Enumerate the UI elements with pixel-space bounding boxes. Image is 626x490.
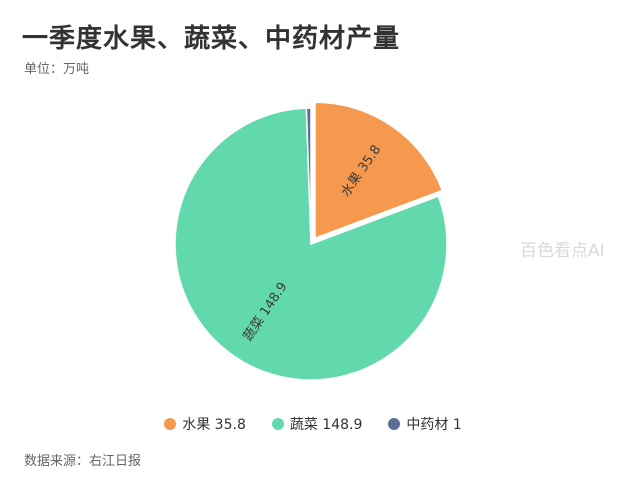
legend-item-vegetable[interactable]: 蔬菜 148.9	[271, 414, 363, 434]
legend-item-fruit[interactable]: 水果 35.8	[164, 414, 246, 434]
legend-swatch-fruit	[164, 418, 177, 430]
chart-title: 一季度水果、蔬菜、中药材产量	[22, 24, 401, 54]
legend-item-herb[interactable]: 中药材 1	[388, 414, 462, 434]
legend-swatch-herb	[388, 418, 401, 430]
pie-slice-herb[interactable]	[305, 107, 312, 245]
pie-slice-fruit[interactable]	[314, 101, 444, 240]
pie-chart: 水果 35.8蔬菜 148.9	[174, 101, 448, 381]
watermark: 百色看点AI	[520, 241, 605, 261]
pie-slice-vegetable[interactable]	[174, 107, 448, 381]
legend-label-herb: 中药材 1	[406, 417, 462, 433]
legend-swatch-vegetable	[271, 418, 284, 430]
legend-label-vegetable: 蔬菜 148.9	[289, 417, 363, 433]
chart-subtitle: 单位：万吨	[24, 62, 90, 77]
legend-label-fruit: 水果 35.8	[182, 417, 246, 433]
data-source: 数据来源：右江日报	[24, 454, 142, 469]
legend: 水果 35.8 蔬菜 148.9 中药材 1	[0, 414, 626, 434]
